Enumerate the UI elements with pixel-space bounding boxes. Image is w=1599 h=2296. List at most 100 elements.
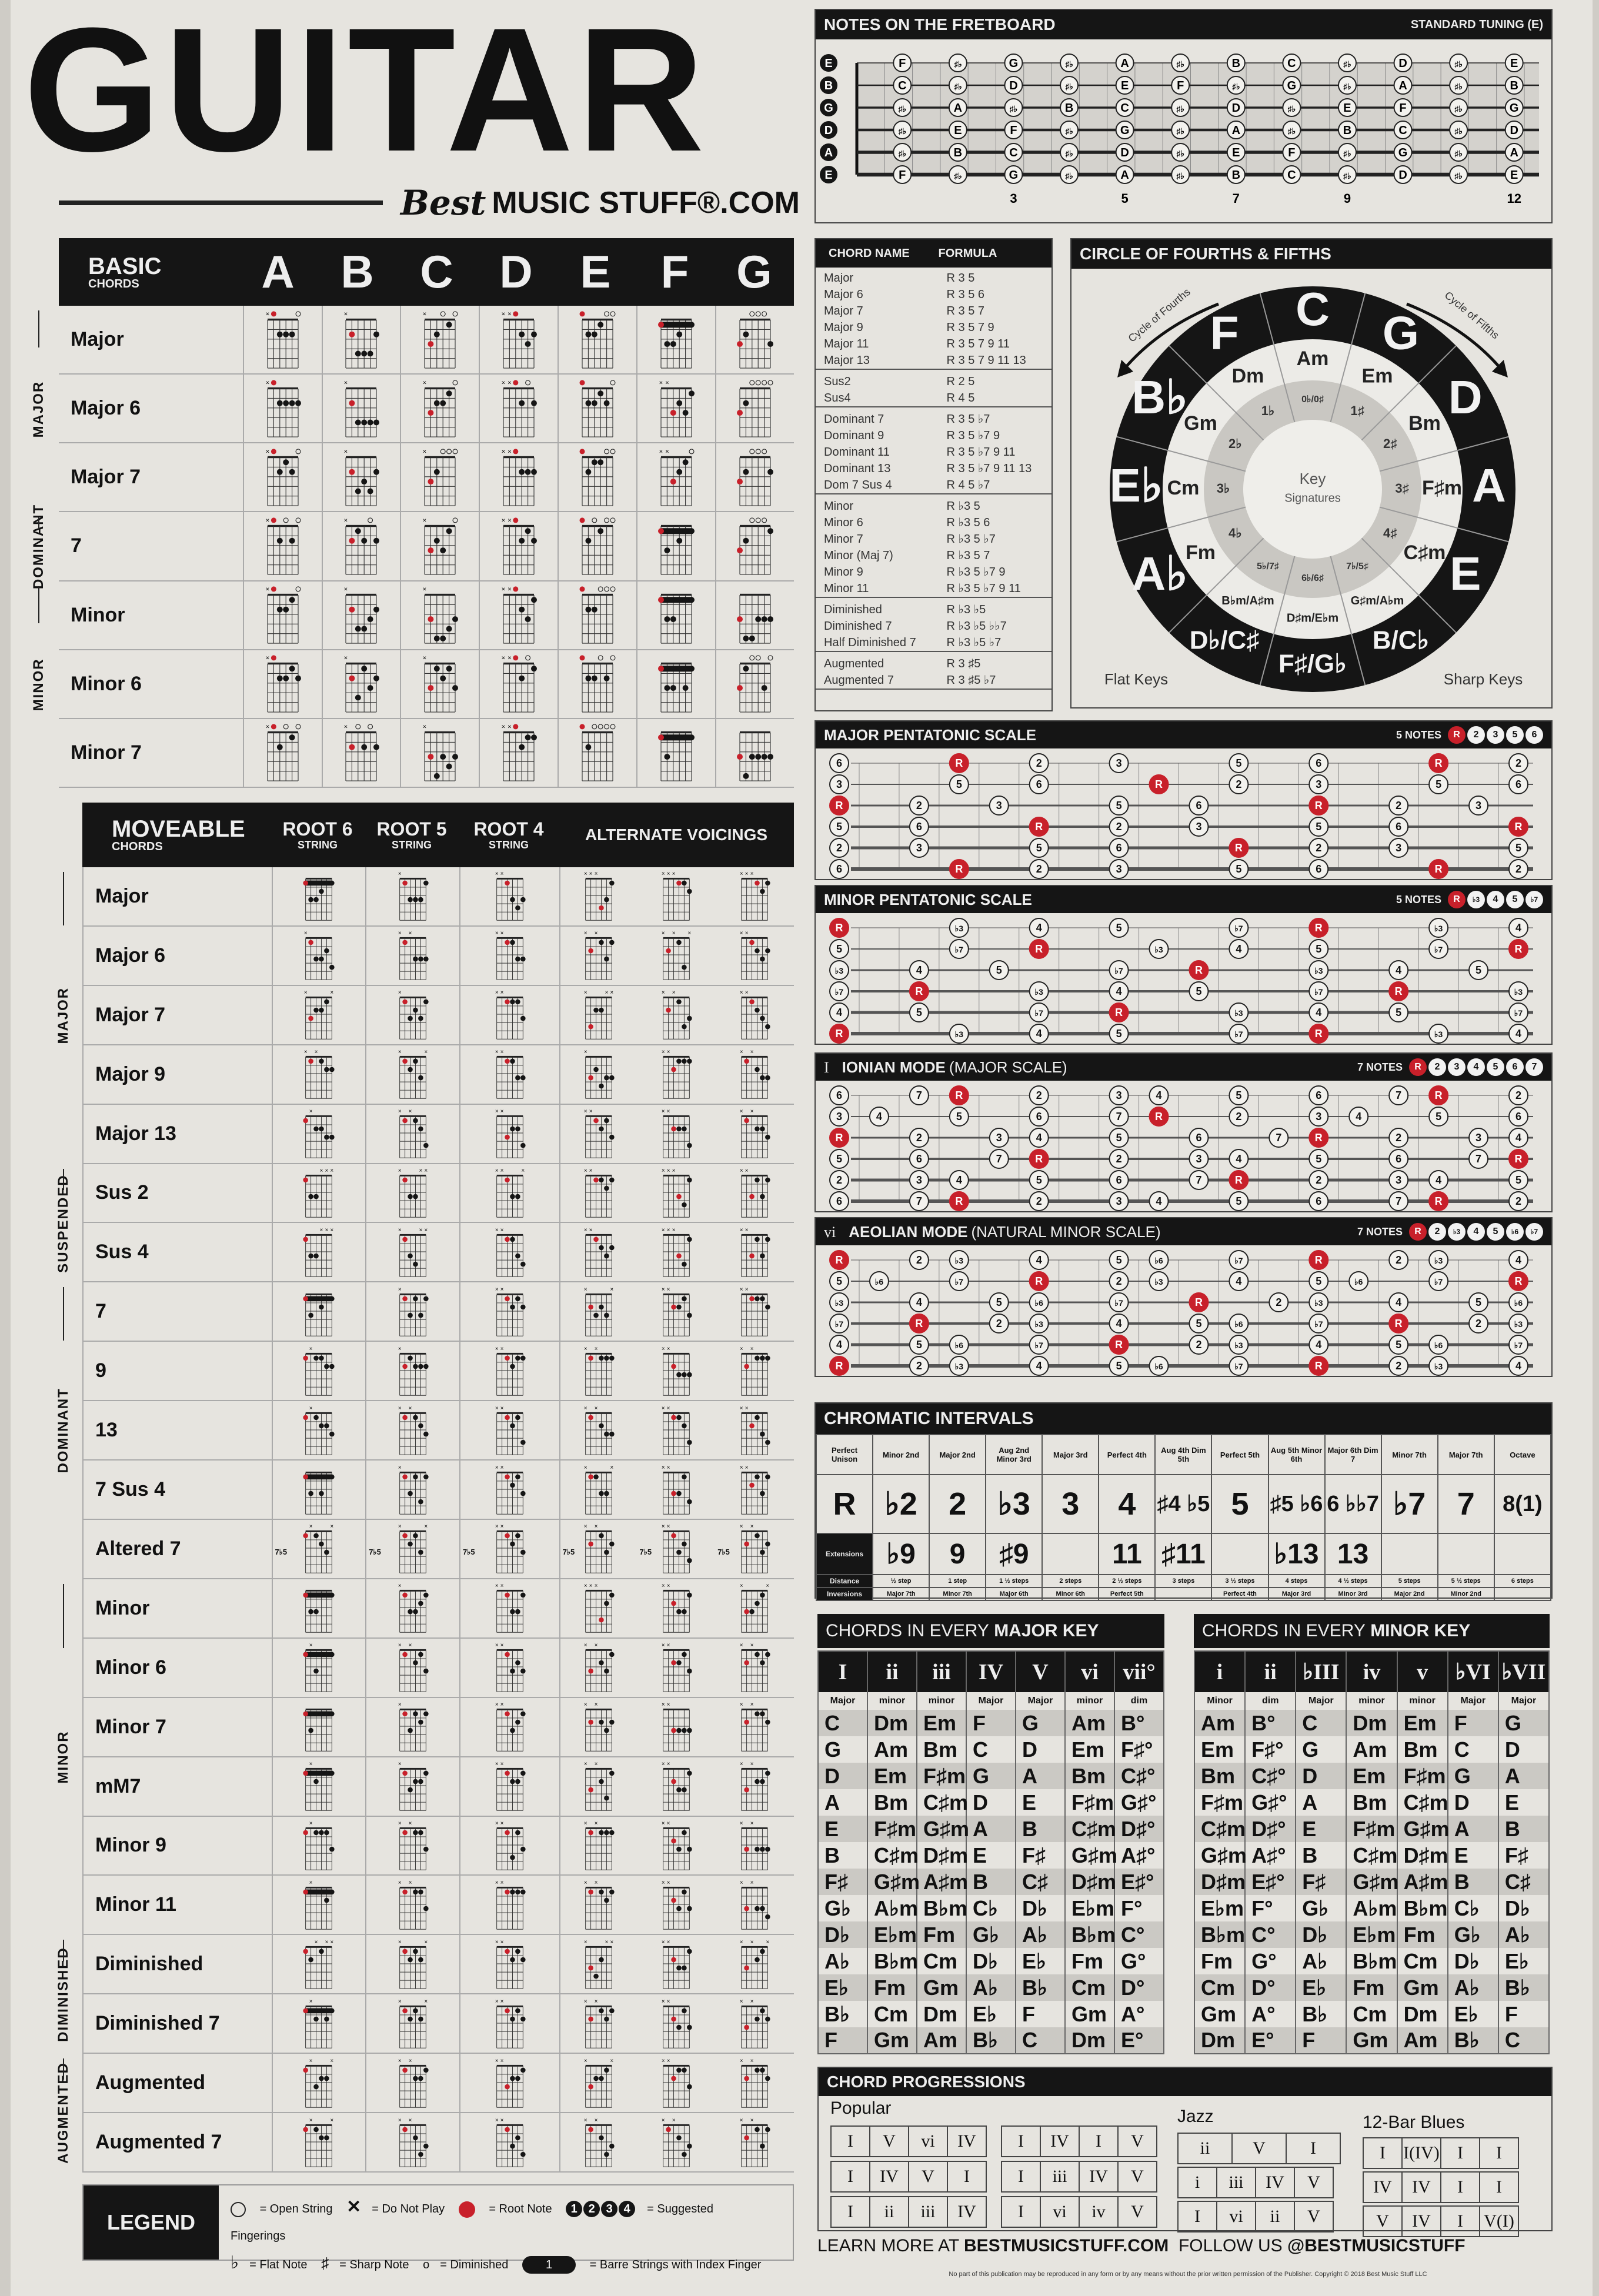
chord-C[interactable]: × — [400, 375, 479, 443]
root-5-voicing[interactable]: × × — [365, 1638, 459, 1697]
chord-G[interactable] — [715, 650, 794, 718]
root-6-voicing[interactable] — [271, 1282, 366, 1341]
alternate-voicing[interactable]: × × — [559, 1816, 637, 1875]
chord-A[interactable]: × — [242, 718, 322, 787]
chord-F[interactable]: × × — [636, 443, 715, 512]
root-6-voicing[interactable]: × — [271, 1104, 366, 1163]
root-4-voicing[interactable]: × × × — [459, 1164, 559, 1222]
root-4-voicing[interactable]: × × — [459, 867, 559, 925]
alternate-voicing[interactable]: 7♭5 × × — [559, 1520, 637, 1578]
root-5-voicing[interactable]: × × — [365, 1045, 459, 1104]
root-6-voicing[interactable]: × — [271, 926, 366, 985]
root-5-voicing[interactable]: × — [365, 985, 459, 1044]
chord-E[interactable] — [558, 306, 636, 374]
chord-G[interactable] — [715, 581, 794, 649]
alternate-voicing[interactable]: × × — [637, 1045, 715, 1104]
alternate-voicing[interactable]: × × — [637, 1698, 715, 1756]
chord-F[interactable] — [636, 512, 715, 580]
root-4-voicing[interactable]: × × — [459, 1282, 559, 1341]
chord-G[interactable] — [715, 512, 794, 580]
alternate-voicing[interactable]: × × — [715, 1461, 794, 1519]
root-5-voicing[interactable]: × — [365, 1461, 459, 1519]
chord-E[interactable] — [558, 581, 636, 649]
alternate-voicing[interactable]: × × — [715, 927, 794, 985]
alternate-voicing[interactable]: × × × — [637, 927, 715, 985]
root-6-voicing[interactable] — [271, 1579, 366, 1637]
root-6-voicing[interactable] — [271, 1697, 366, 1756]
alternate-voicing[interactable]: × × — [637, 1876, 715, 1934]
alternate-voicing[interactable]: × × — [715, 986, 794, 1044]
root-4-voicing[interactable]: × × — [459, 1045, 559, 1104]
chord-B[interactable]: × — [321, 512, 400, 580]
root-6-voicing[interactable]: × × × — [271, 1935, 366, 1994]
root-5-voicing[interactable]: × × — [365, 1935, 459, 1994]
root-6-voicing[interactable]: × — [271, 1401, 366, 1460]
alternate-voicing[interactable]: × × — [637, 1757, 715, 1816]
alternate-voicing[interactable]: × × × — [637, 1223, 715, 1281]
root-4-voicing[interactable]: × × — [459, 1697, 559, 1756]
chord-G[interactable] — [715, 306, 794, 374]
alternate-voicing[interactable]: × × — [637, 1342, 715, 1400]
root-6-voicing[interactable]: × — [271, 1757, 366, 1816]
chord-D[interactable]: × × — [479, 581, 558, 649]
root-4-voicing[interactable]: × × — [459, 2054, 559, 2113]
root-4-voicing[interactable]: × × — [459, 1757, 559, 1816]
chord-D[interactable]: × × — [479, 306, 558, 374]
root-5-voicing[interactable]: × — [365, 867, 459, 925]
root-4-voicing[interactable]: × × — [459, 1223, 559, 1282]
chord-A[interactable]: × — [242, 375, 322, 443]
alternate-voicing[interactable]: × × × — [559, 1579, 637, 1637]
chord-C[interactable]: × — [400, 650, 479, 718]
chord-A[interactable]: × — [242, 581, 322, 649]
alternate-voicing[interactable]: × × — [559, 1164, 637, 1222]
root-4-voicing[interactable]: × × — [459, 1638, 559, 1697]
root-6-voicing[interactable]: × — [271, 1876, 366, 1934]
alternate-voicing[interactable]: × × — [559, 1223, 637, 1282]
chord-C[interactable]: × — [400, 718, 479, 787]
alternate-voicing[interactable]: × × × — [715, 1935, 794, 1993]
root-4-voicing[interactable]: × × — [459, 1994, 559, 2053]
root-6-voicing[interactable]: × — [271, 1638, 366, 1697]
alternate-voicing[interactable]: × × — [715, 1105, 794, 1163]
site-link[interactable]: BESTMUSICSTUFF.COM — [963, 2236, 1169, 2255]
alternate-voicing[interactable]: × × — [715, 1282, 794, 1341]
chord-B[interactable]: × — [321, 306, 400, 374]
root-5-voicing[interactable]: × × — [365, 1994, 459, 2053]
root-4-voicing[interactable]: 7♭5 × × — [459, 1520, 559, 1578]
chord-D[interactable]: × × — [479, 512, 558, 580]
root-5-voicing[interactable]: × × — [365, 1401, 459, 1460]
alternate-voicing[interactable]: × × — [637, 2113, 715, 2171]
chord-C[interactable]: × — [400, 443, 479, 512]
alternate-voicing[interactable]: × × — [559, 926, 637, 985]
root-5-voicing[interactable]: × × × — [365, 1223, 459, 1282]
alternate-voicing[interactable]: × × × — [715, 867, 794, 925]
root-5-voicing[interactable]: × × — [365, 926, 459, 985]
alternate-voicing[interactable]: × × — [559, 1638, 637, 1697]
root-5-voicing[interactable]: 7♭5 × × — [365, 1520, 459, 1578]
alternate-voicing[interactable]: × × — [559, 1461, 637, 1519]
alternate-voicing[interactable]: × × — [637, 1401, 715, 1459]
root-5-voicing[interactable]: × × — [365, 1876, 459, 1934]
alternate-voicing[interactable]: × × — [715, 2054, 794, 2112]
chord-D[interactable]: × × — [479, 650, 558, 718]
chord-F[interactable] — [636, 306, 715, 374]
alternate-voicing[interactable]: × × — [637, 1994, 715, 2053]
chord-G[interactable] — [715, 443, 794, 512]
root-6-voicing[interactable]: × × × — [271, 1164, 366, 1222]
root-6-voicing[interactable]: × — [271, 1816, 366, 1875]
chord-E[interactable] — [558, 718, 636, 787]
chord-B[interactable]: × — [321, 650, 400, 718]
alternate-voicing[interactable]: × × — [637, 1461, 715, 1519]
alternate-voicing[interactable]: × × — [715, 1876, 794, 1934]
chord-C[interactable]: × — [400, 512, 479, 580]
root-5-voicing[interactable]: × × — [365, 2054, 459, 2113]
root-4-voicing[interactable]: × × — [459, 1816, 559, 1875]
alternate-voicing[interactable]: × × — [715, 1045, 794, 1104]
root-6-voicing[interactable]: × × — [271, 1045, 366, 1104]
alternate-voicing[interactable]: × × — [715, 1223, 794, 1281]
chord-D[interactable]: × × — [479, 718, 558, 787]
root-6-voicing[interactable]: × — [271, 1994, 366, 2053]
chord-B[interactable]: × — [321, 718, 400, 787]
chord-G[interactable] — [715, 718, 794, 787]
alternate-voicing[interactable]: × × — [715, 1698, 794, 1756]
